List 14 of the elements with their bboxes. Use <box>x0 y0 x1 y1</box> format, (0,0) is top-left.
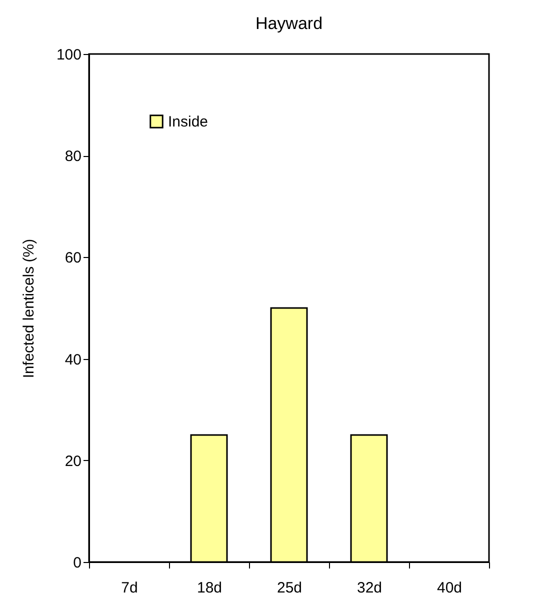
y-tick-label: 100 <box>56 46 82 64</box>
y-tick-label: 80 <box>64 148 82 166</box>
x-tick-label: 32d <box>356 580 382 596</box>
y-tick-label: 20 <box>64 452 82 470</box>
x-tick-label: 7d <box>121 580 138 596</box>
chart-title: Hayward <box>255 14 323 33</box>
legend-label: Inside <box>168 114 208 130</box>
y-tick-label: 60 <box>64 250 82 267</box>
x-tick-label: 40d <box>436 580 462 596</box>
x-tick-label: 18d <box>196 580 222 596</box>
y-tick-label: 40 <box>64 351 82 368</box>
y-tick-label: 0 <box>73 554 82 572</box>
y-axis-title: Infected lenticels (%) <box>20 238 38 378</box>
x-tick-label: 25d <box>276 580 302 596</box>
